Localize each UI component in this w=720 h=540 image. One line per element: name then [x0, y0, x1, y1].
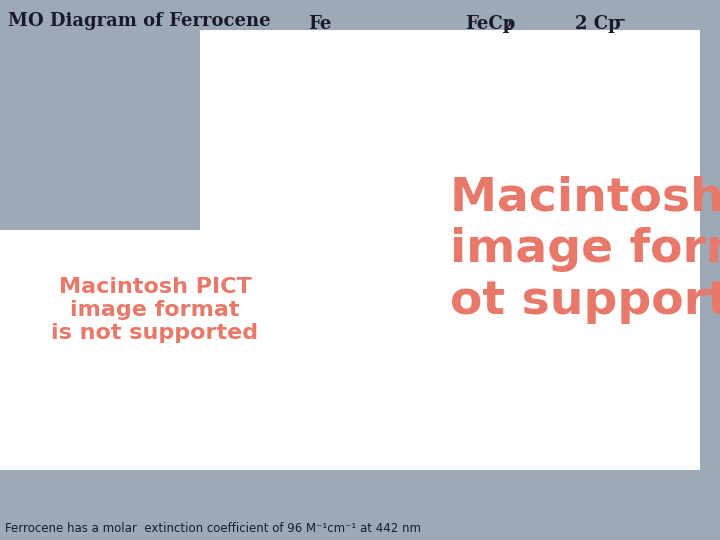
Text: −: −	[615, 12, 626, 26]
Text: Macintosh PICT
image format
ot supported: Macintosh PICT image format ot supported	[450, 176, 720, 325]
Text: MO Diagram of Ferrocene: MO Diagram of Ferrocene	[8, 12, 271, 30]
Text: Macintosh PICT
image format
is not supported: Macintosh PICT image format is not suppo…	[51, 277, 258, 343]
Text: Ferrocene has a molar  extinction coefficient of 96 M⁻¹cm⁻¹ at 442 nm: Ferrocene has a molar extinction coeffic…	[5, 522, 421, 535]
Bar	[200, 30, 700, 470]
Bar	[0, 230, 310, 470]
Text: FeCp: FeCp	[465, 15, 516, 33]
Text: 2: 2	[503, 20, 511, 33]
Text: Fe: Fe	[308, 15, 332, 33]
Text: 2 Cp: 2 Cp	[575, 15, 621, 33]
